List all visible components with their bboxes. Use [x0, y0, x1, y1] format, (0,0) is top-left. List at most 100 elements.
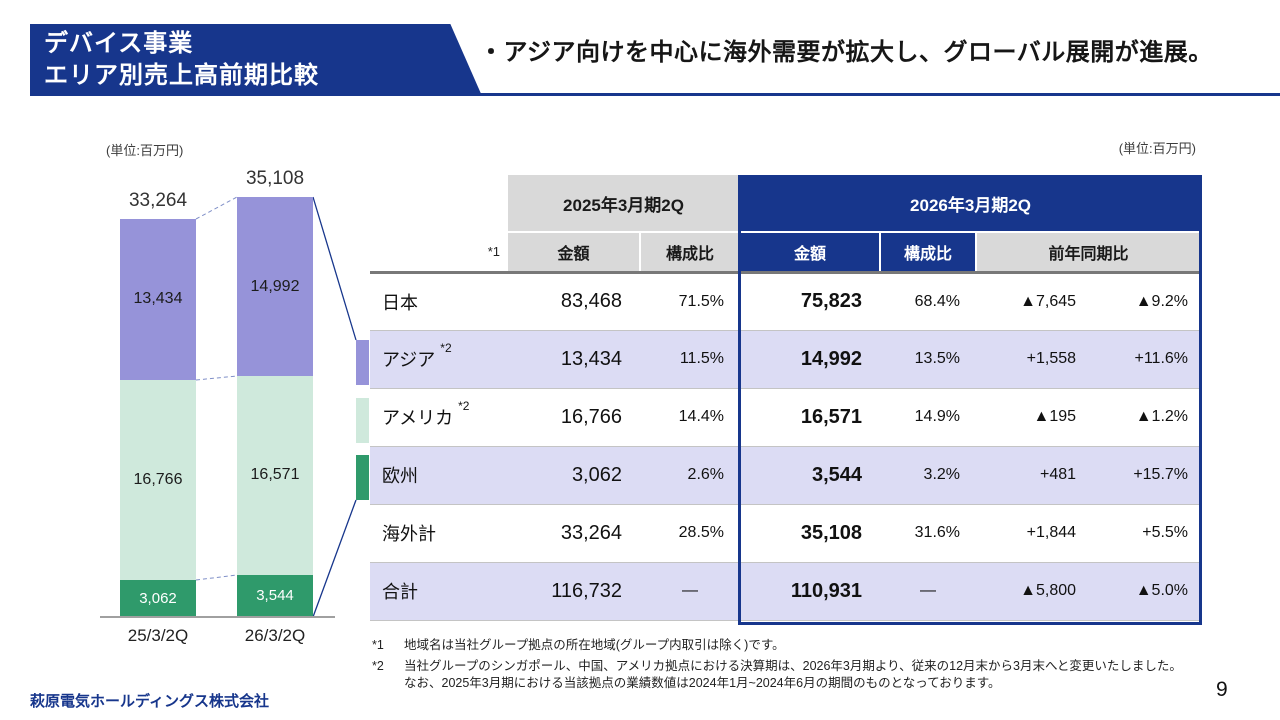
footnote1-marker: *1: [372, 638, 384, 652]
table-subheader-row: *1 金額 構成比 金額 構成比 前年同期比: [370, 231, 1201, 274]
segment-asia-2026-value: 14,992: [250, 277, 300, 295]
company-name: 萩原電気ホールディングス株式会社: [30, 693, 269, 710]
table-year-header-row: 2025年3月期2Q 2026年3月期2Q: [370, 175, 1201, 232]
cell-yoy-ratio: +11.6%: [1088, 330, 1201, 389]
cell-ratio-prev: —: [640, 562, 741, 621]
sales-table: 2025年3月期2Q 2026年3月期2Q *1 金額 構成比 金額 構成比 前…: [370, 175, 1201, 621]
x-axis-label-2026: 26/3/2Q: [244, 626, 306, 645]
cell-ratio-prev: 28.5%: [640, 504, 741, 563]
segment-europe-2026: 3,544: [237, 574, 313, 617]
segment-asia-2026: 14,992: [237, 197, 313, 377]
stacked-bar-2025: 13,434 16,766 3,062: [120, 219, 196, 617]
segment-america-2025: 16,766: [120, 379, 196, 581]
segment-america-2026: 16,571: [237, 376, 313, 575]
table-row-asia: アジア *2 13,434 11.5% 14,992 13.5% +1,558 +…: [370, 330, 1201, 389]
chart-unit-label: (単位:百万円): [106, 143, 184, 158]
subheader-yoy: 前年同期比: [976, 231, 1201, 274]
row-label: アジア: [382, 350, 436, 370]
cell-yoy-amount: ▲195: [976, 388, 1089, 447]
segment-asia-2025: 13,434: [120, 219, 196, 380]
title-underline: [30, 93, 1280, 96]
segment-asia-2025-value: 13,434: [133, 290, 183, 308]
chart-baseline: [100, 616, 335, 618]
legend-swatch-asia: [356, 340, 369, 385]
cell-yoy-amount: ▲7,645: [976, 272, 1089, 331]
cell-ratio-curr: 31.6%: [880, 504, 977, 563]
cell-amount-prev: 83,468: [508, 272, 640, 331]
cell-ratio-curr: —: [880, 562, 977, 621]
row-label: 合計: [382, 582, 418, 602]
table-unit-label: (単位:百万円): [1118, 141, 1196, 156]
x-axis-label-2025: 25/3/2Q: [127, 626, 189, 645]
footnote2-line1: 当社グループのシンガポール、中国、アメリカ拠点における決算期は、2026年3月期…: [404, 659, 1182, 673]
table-row-europe: 欧州 3,062 2.6% 3,544 3.2% +481 +15.7%: [370, 446, 1201, 505]
col-group-2025: 2025年3月期2Q: [508, 175, 742, 232]
legend-swatch-america: [356, 398, 369, 443]
cell-yoy-amount: +1,558: [976, 330, 1089, 389]
slide-title-line2: エリア別売上高前期比較: [44, 62, 319, 89]
cell-yoy-amount: +481: [976, 446, 1089, 505]
cell-amount-prev: 33,264: [508, 504, 640, 563]
note1-marker: *1: [370, 232, 508, 274]
col-group-2026: 2026年3月期2Q: [740, 175, 1201, 232]
cell-ratio-prev: 2.6%: [640, 446, 741, 505]
cell-amount-curr: 35,108: [740, 504, 881, 563]
cell-ratio-curr: 68.4%: [880, 272, 977, 331]
cell-amount-curr: 110,931: [740, 562, 881, 621]
row-note-marker: *2: [440, 341, 452, 355]
cell-amount-curr: 75,823: [740, 272, 881, 331]
title-box: デバイス事業 エリア別売上高前期比較: [30, 24, 482, 96]
footnote1-text: 地域名は当社グループ拠点の所在地域(グループ内取引は除く)です。: [404, 638, 785, 652]
cell-yoy-amount: +1,844: [976, 504, 1089, 563]
cell-yoy-ratio: +5.5%: [1088, 504, 1201, 563]
cell-yoy-ratio: ▲1.2%: [1088, 388, 1201, 447]
table-row-overseas-total: 海外計 33,264 28.5% 35,108 31.6% +1,844 +5.…: [370, 504, 1201, 563]
subheader-amount-curr: 金額: [740, 231, 882, 274]
slide-title-line1: デバイス事業: [44, 30, 194, 57]
segment-europe-2025-value: 3,062: [139, 590, 177, 608]
page-number: 9: [1216, 678, 1228, 701]
subheader-ratio-prev: 構成比: [640, 231, 742, 274]
bar-total-2026: 35,108: [245, 168, 305, 189]
bar-total-2025: 33,264: [128, 190, 188, 211]
cell-yoy-ratio: ▲5.0%: [1088, 562, 1201, 621]
segment-america-2026-value: 16,571: [250, 466, 300, 484]
footnote2-marker: *2: [372, 659, 384, 673]
row-label: 海外計: [382, 524, 436, 544]
segment-america-2025-value: 16,766: [133, 470, 183, 488]
cell-ratio-curr: 3.2%: [880, 446, 977, 505]
row-label: アメリカ: [382, 408, 454, 428]
cell-ratio-prev: 11.5%: [640, 330, 741, 389]
cell-yoy-amount: ▲5,800: [976, 562, 1089, 621]
cell-amount-prev: 16,766: [508, 388, 640, 447]
table-row-grand-total: 合計 116,732 — 110,931 — ▲5,800 ▲5.0%: [370, 562, 1201, 621]
cell-ratio-prev: 71.5%: [640, 272, 741, 331]
cell-amount-curr: 3,544: [740, 446, 881, 505]
cell-ratio-prev: 14.4%: [640, 388, 741, 447]
cell-amount-prev: 116,732: [508, 562, 640, 621]
cell-ratio-curr: 13.5%: [880, 330, 977, 389]
cell-amount-curr: 16,571: [740, 388, 881, 447]
legend-swatch-europe: [356, 455, 369, 500]
cell-yoy-ratio: +15.7%: [1088, 446, 1201, 505]
segment-europe-2026-value: 3,544: [256, 587, 294, 605]
headline-bullet: ・アジア向けを中心に海外需要が拡大し、グローバル展開が進展。: [479, 39, 1213, 66]
cell-amount-prev: 3,062: [508, 446, 640, 505]
cell-amount-curr: 14,992: [740, 330, 881, 389]
cell-yoy-ratio: ▲9.2%: [1088, 272, 1201, 331]
subheader-amount-prev: 金額: [508, 231, 641, 274]
table-row-japan: 日本 83,468 71.5% 75,823 68.4% ▲7,645 ▲9.2…: [370, 272, 1201, 331]
stacked-bar-2026: 14,992 16,571 3,544: [237, 197, 313, 617]
subheader-ratio-curr: 構成比: [880, 231, 978, 274]
cell-ratio-curr: 14.9%: [880, 388, 977, 447]
segment-europe-2025: 3,062: [120, 580, 196, 617]
table-row-america: アメリカ *2 16,766 14.4% 16,571 14.9% ▲195 ▲1…: [370, 388, 1201, 447]
footnote2-text: 当社グループのシンガポール、中国、アメリカ拠点における決算期は、2026年3月期…: [404, 658, 1234, 692]
table-corner-cell: [370, 175, 508, 232]
footnote2-line2: なお、2025年3月期における当該拠点の業績数値は2024年1月~2024年6月…: [404, 676, 1001, 690]
row-label: 日本: [382, 292, 418, 313]
row-label: 欧州: [382, 466, 418, 486]
cell-amount-prev: 13,434: [508, 330, 640, 389]
row-note-marker: *2: [458, 399, 470, 413]
